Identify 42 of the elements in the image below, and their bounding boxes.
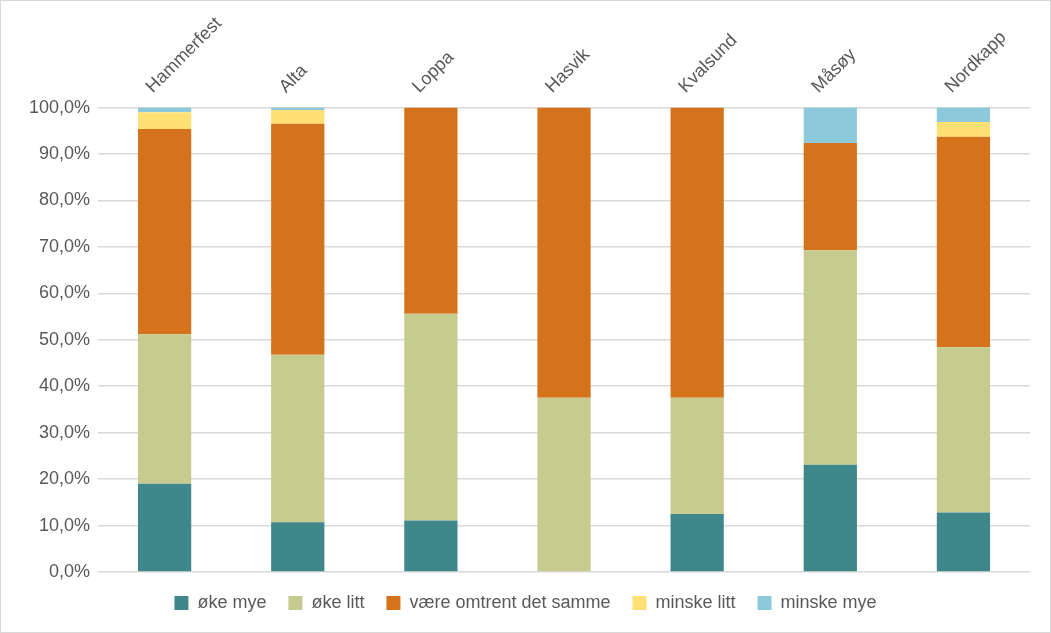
bar <box>936 347 991 513</box>
bar <box>670 107 724 398</box>
bar <box>670 397 724 514</box>
bar <box>137 483 192 572</box>
bar <box>271 123 325 355</box>
bar <box>936 512 991 572</box>
bar <box>271 354 325 523</box>
bar <box>803 250 857 465</box>
legend-label: minske mye <box>780 591 877 612</box>
y-tick-label: 60,0% <box>39 282 91 303</box>
bar <box>936 136 991 348</box>
bar <box>137 128 192 335</box>
bar <box>803 464 857 572</box>
bar <box>537 107 591 398</box>
legend-label: øke mye <box>197 591 267 612</box>
legend-label: minske litt <box>655 591 736 612</box>
bar <box>404 313 458 521</box>
legend-label: være omtrent det samme <box>409 591 611 612</box>
bar <box>404 520 458 572</box>
y-tick-label: 40,0% <box>39 375 91 396</box>
y-tick-label: 10,0% <box>39 514 91 535</box>
bar <box>537 397 591 572</box>
y-tick-label: 100,0% <box>28 96 91 117</box>
y-tick-label: 70,0% <box>39 235 91 256</box>
bar <box>936 107 991 122</box>
bar <box>803 107 857 143</box>
y-tick-label: 90,0% <box>39 142 91 163</box>
bar <box>137 112 192 129</box>
y-tick-label: 50,0% <box>39 328 91 349</box>
bar <box>936 121 991 137</box>
y-tick-label: 0,0% <box>49 560 91 581</box>
bar <box>803 142 857 251</box>
y-tick-label: 20,0% <box>39 468 91 489</box>
bar <box>670 513 724 572</box>
bar <box>271 109 325 124</box>
bar <box>404 107 458 314</box>
y-tick-label: 30,0% <box>39 421 91 442</box>
y-tick-label: 80,0% <box>39 189 91 210</box>
bar <box>271 522 325 572</box>
bar <box>137 334 192 484</box>
legend-label: øke litt <box>311 591 365 612</box>
x-tick-label: Alta <box>274 59 312 97</box>
